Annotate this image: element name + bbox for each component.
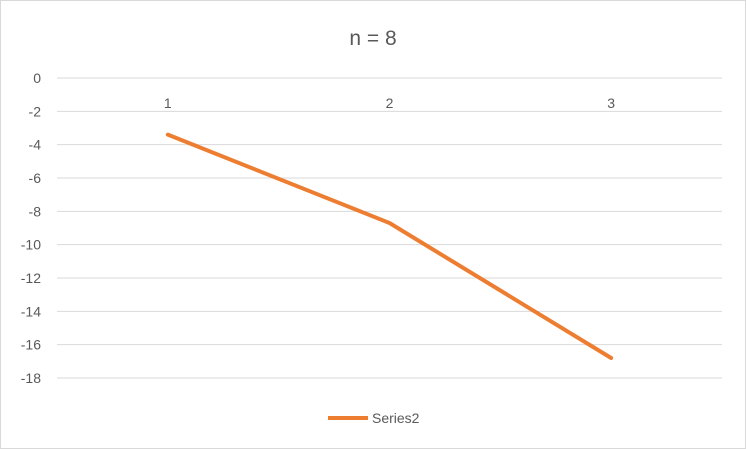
- y-tick-label: -12: [21, 270, 41, 286]
- series-lines: [165, 132, 614, 360]
- chart-title: n = 8: [349, 27, 396, 50]
- y-tick-label: -8: [29, 203, 42, 219]
- y-axis-tick-labels: 0 -2 -4 -6 -8 -10 -12 -14 -16 -18: [21, 70, 41, 386]
- y-tick-label: -4: [29, 137, 42, 153]
- y-tick-label: -14: [21, 303, 41, 319]
- legend-label: Series2: [372, 410, 420, 426]
- y-tick-label: -2: [29, 103, 42, 119]
- x-tick-label: 2: [386, 95, 394, 111]
- x-tick-label: 1: [164, 95, 172, 111]
- y-tick-label: -6: [29, 170, 42, 186]
- y-tick-label: -16: [21, 337, 41, 353]
- legend: Series2: [328, 410, 420, 426]
- y-tick-label: -18: [21, 370, 41, 386]
- x-axis-tick-labels: 1 2 3: [164, 95, 615, 111]
- series-line: [165, 132, 614, 360]
- y-tick-label: 0: [33, 70, 41, 86]
- y-tick-label: -10: [21, 237, 41, 253]
- x-tick-label: 3: [607, 95, 615, 111]
- gridlines: [57, 77, 722, 379]
